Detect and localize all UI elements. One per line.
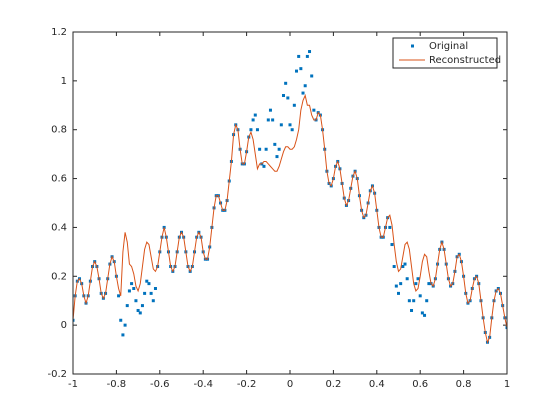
data-point: [151, 299, 155, 303]
data-point: [292, 103, 296, 107]
data-point: [249, 128, 253, 132]
y-tick-label: 0: [61, 320, 67, 331]
data-point: [277, 147, 281, 151]
data-point: [505, 326, 507, 330]
x-tick-label: -1: [68, 379, 78, 390]
data-point: [301, 91, 305, 95]
data-point: [134, 299, 138, 303]
y-tick-label: 1: [61, 76, 67, 87]
data-point: [394, 284, 398, 288]
data-point: [297, 54, 301, 58]
data-point: [258, 147, 262, 151]
data-point: [264, 147, 268, 151]
data-point: [147, 282, 151, 286]
data-point: [117, 294, 121, 298]
x-tick-label: -0.8: [107, 379, 127, 390]
legend-label: Reconstructed: [429, 55, 501, 66]
x-tick-label: -0.2: [237, 379, 257, 390]
data-point: [149, 291, 153, 295]
x-tick-label: -0.6: [150, 379, 170, 390]
data-point: [136, 308, 140, 312]
data-point: [399, 282, 403, 286]
data-point: [416, 277, 420, 281]
data-point: [403, 262, 407, 266]
data-point: [268, 108, 272, 112]
data-point: [401, 265, 405, 269]
y-tick-label: -0.2: [47, 369, 67, 380]
data-point: [407, 299, 411, 303]
legend-box: [392, 37, 498, 69]
data-point: [388, 225, 392, 229]
plot-area: [73, 32, 507, 374]
x-tick-label: 0.2: [325, 379, 341, 390]
data-point: [251, 118, 255, 122]
data-point: [253, 113, 257, 117]
data-point: [405, 277, 409, 281]
data-point: [284, 81, 288, 85]
data-point: [121, 333, 125, 337]
data-point: [412, 299, 416, 303]
data-point: [390, 243, 394, 247]
data-point: [143, 291, 147, 295]
data-point: [145, 279, 149, 283]
x-tick-label: 0.6: [412, 379, 428, 390]
data-point: [132, 287, 136, 290]
data-point: [255, 128, 259, 132]
y-tick-label: 0.4: [51, 222, 67, 233]
data-point: [423, 313, 427, 317]
data-point: [271, 118, 275, 122]
data-point: [295, 69, 299, 73]
data-point: [305, 54, 309, 58]
data-point: [266, 118, 270, 122]
x-tick-label: 0.4: [369, 379, 385, 390]
data-point: [153, 287, 157, 290]
data-point: [303, 84, 307, 88]
legend: Original Reconstructed: [392, 37, 501, 69]
y-tick-label: 0.2: [51, 271, 67, 282]
data-point: [290, 128, 294, 132]
data-point: [279, 123, 283, 127]
data-point: [130, 282, 134, 286]
x-tick-label: 1: [504, 379, 510, 390]
data-point: [420, 311, 424, 315]
data-point: [286, 96, 290, 100]
data-point: [414, 282, 418, 286]
data-point: [397, 291, 400, 295]
data-point: [273, 142, 277, 146]
y-tick-label: 1.2: [51, 27, 67, 38]
data-point: [288, 123, 292, 127]
y-tick-label: 0.8: [51, 125, 67, 136]
data-point: [125, 304, 129, 308]
data-point: [410, 308, 414, 312]
data-point: [308, 50, 312, 54]
data-point: [392, 265, 396, 269]
data-point: [123, 323, 127, 327]
data-point: [138, 311, 142, 315]
data-point: [281, 94, 285, 98]
legend-marker: [411, 44, 414, 48]
x-tick-label: 0.8: [456, 379, 472, 390]
data-point: [310, 74, 314, 78]
data-point: [127, 289, 131, 293]
x-tick-label: 0: [287, 379, 293, 390]
legend-label: Original: [429, 41, 468, 52]
data-point: [312, 108, 316, 112]
data-line: [73, 93, 507, 344]
data-point: [299, 67, 303, 71]
axes-box: [72, 31, 508, 375]
y-tick-label: 0.6: [51, 174, 67, 185]
data-point: [418, 294, 422, 298]
data-point: [427, 282, 431, 286]
data-point: [275, 155, 279, 159]
plot-marks: [73, 50, 507, 344]
x-tick-label: -0.4: [193, 379, 213, 390]
data-point: [73, 318, 75, 322]
data-point: [119, 318, 123, 322]
data-point: [140, 304, 144, 308]
data-point: [262, 164, 266, 168]
data-point: [425, 299, 429, 303]
